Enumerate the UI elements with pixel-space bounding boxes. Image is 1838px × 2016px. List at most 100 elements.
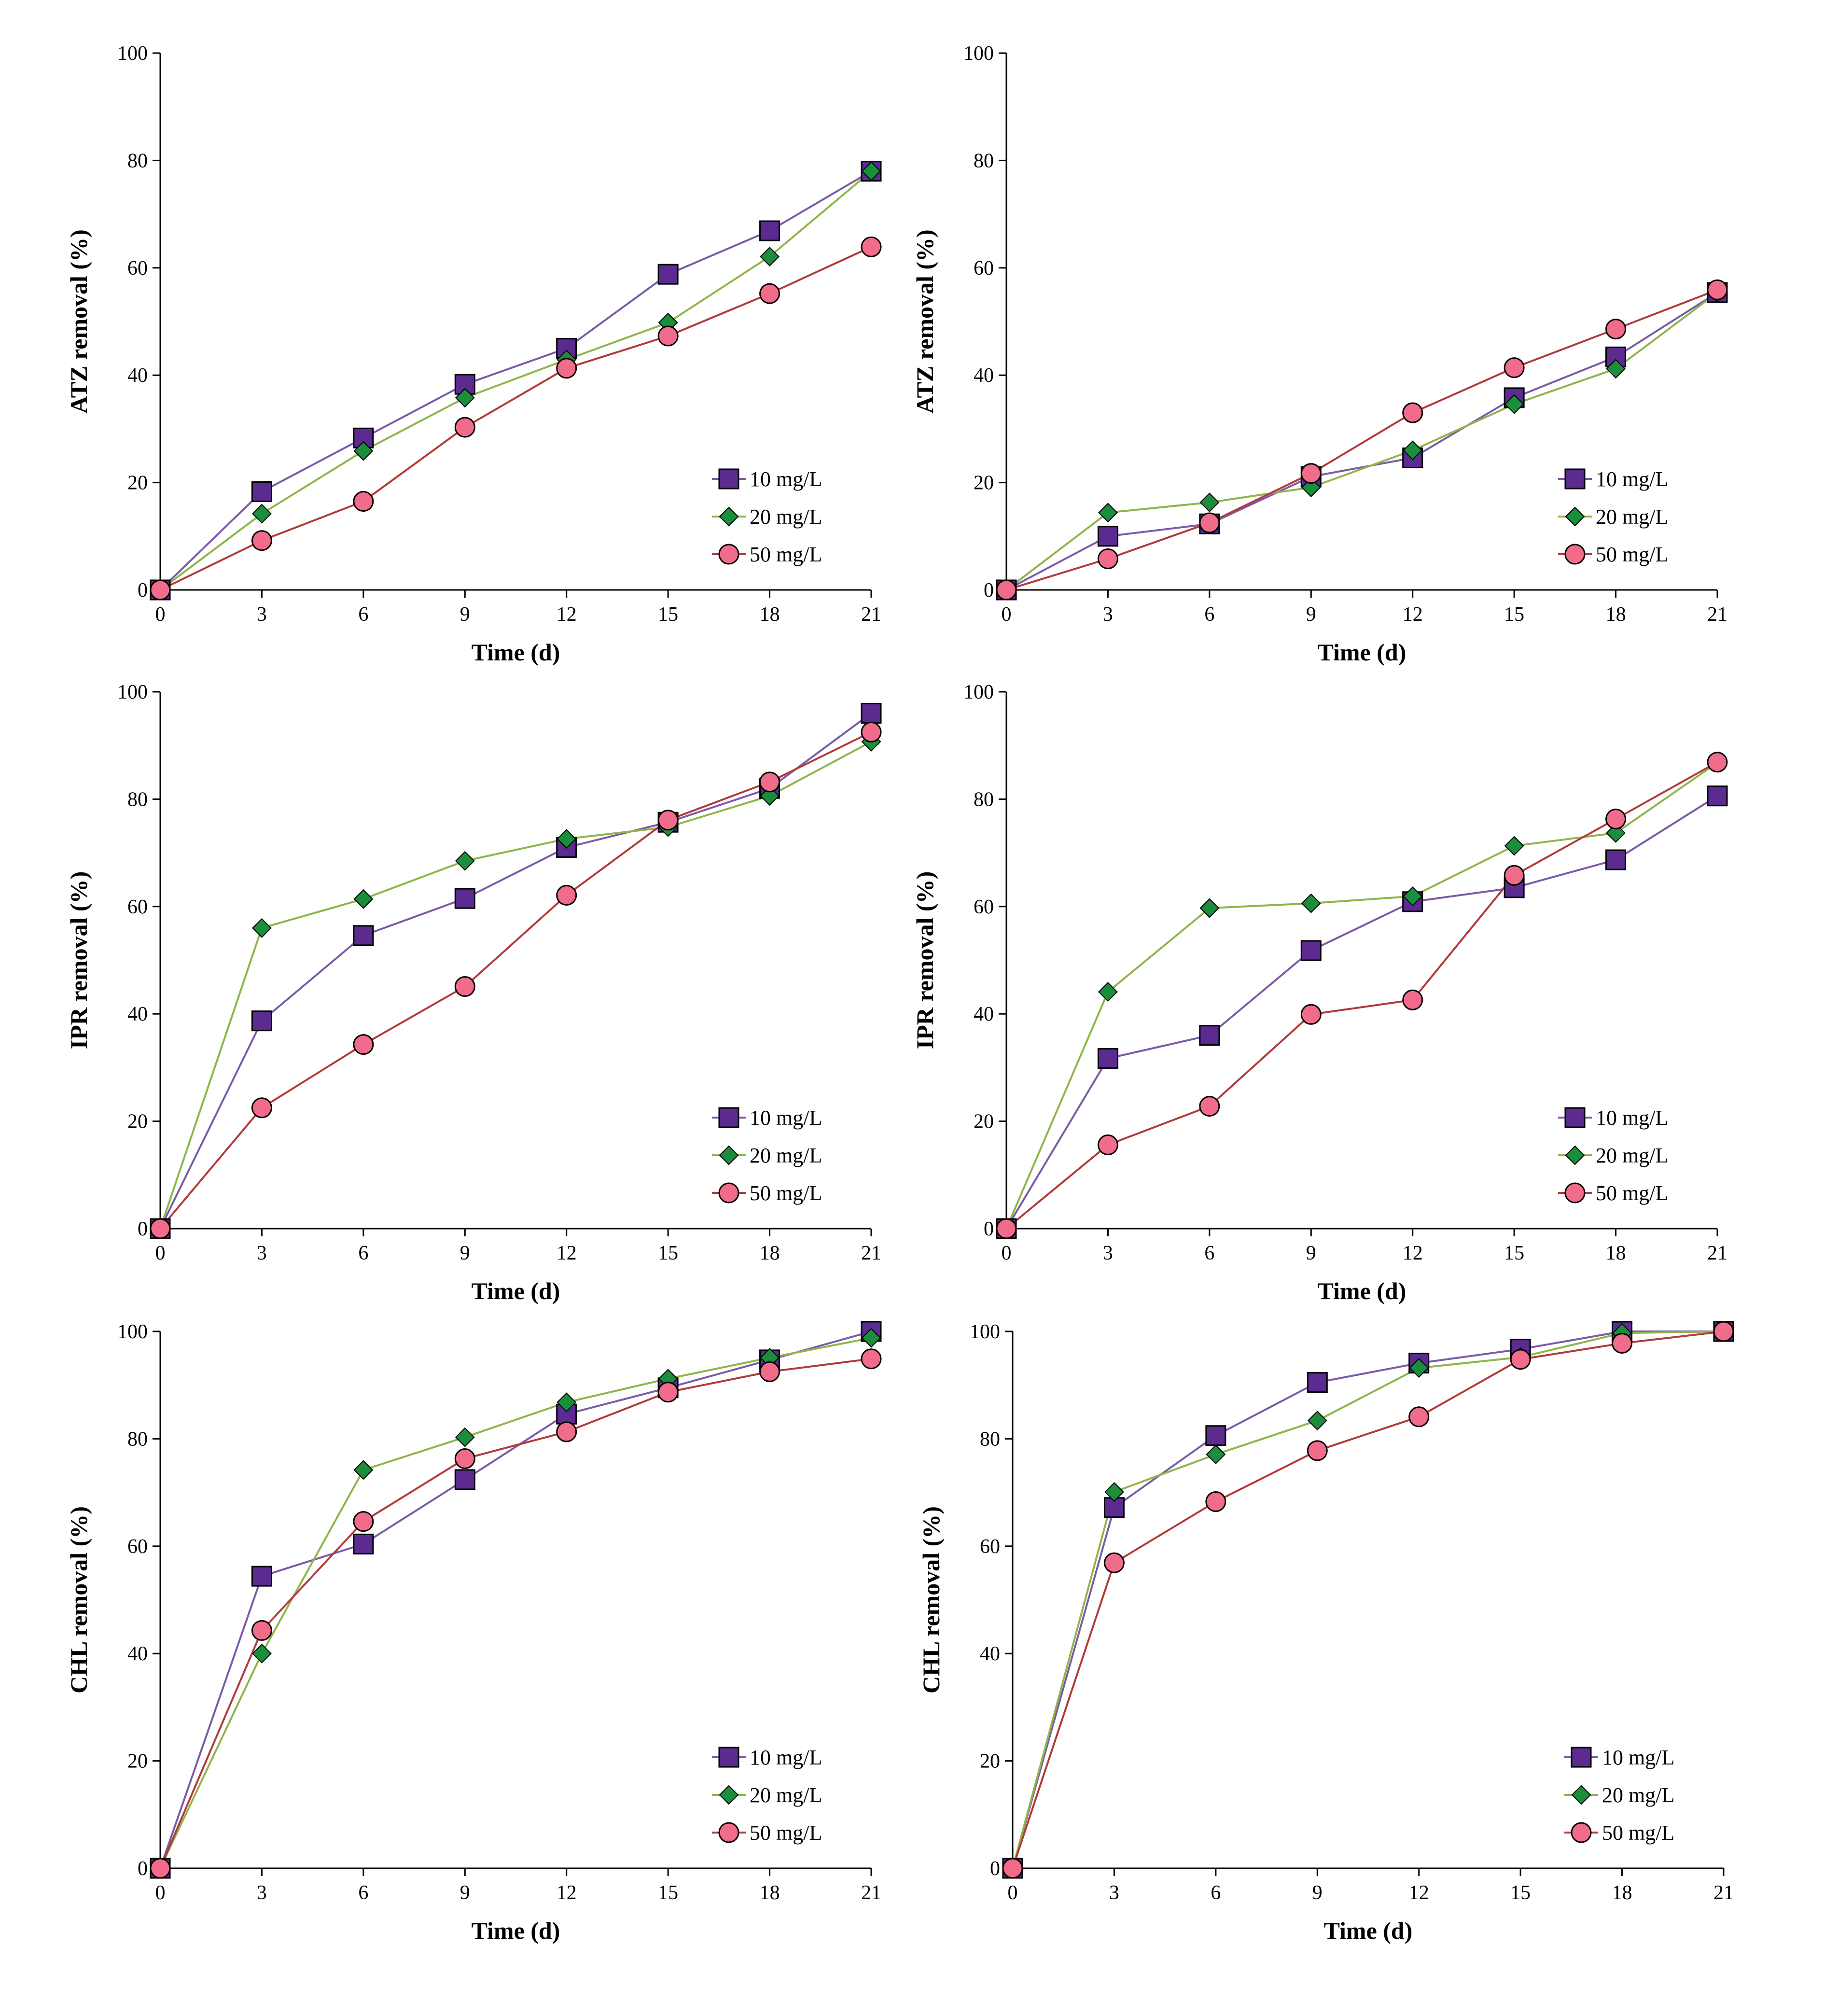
data-point [1707, 279, 1728, 300]
x-tick-label: 21 [861, 1882, 881, 1904]
legend-label: 50 mg/L [1596, 1181, 1668, 1205]
chart-bottom-left: 0 20 40 60 80 100 0 3 6 9 12 15 18 21 Time (d) CHL remo… [65, 1321, 882, 1944]
x-tick-label: 6 [358, 1242, 368, 1264]
series-line-2 [160, 246, 872, 591]
x-tick-label: 0 [1002, 1242, 1012, 1264]
y-tick-label: 80 [127, 150, 148, 172]
legend-marker [718, 1182, 739, 1204]
x-tick-label: 18 [760, 1242, 780, 1264]
data-point [1307, 1440, 1328, 1461]
legend-marker [1565, 506, 1585, 527]
y-axis-title: CHL removal (%) [65, 1506, 92, 1694]
data-point [1097, 1134, 1118, 1156]
y-tick-label: 100 [963, 681, 994, 703]
x-tick-label: 15 [1504, 603, 1524, 626]
data-point [251, 1620, 272, 1641]
data-point [1606, 823, 1626, 843]
x-tick-label: 15 [658, 603, 678, 626]
y-tick-label: 60 [127, 896, 148, 918]
data-point [759, 1361, 780, 1382]
data-point [557, 829, 577, 849]
y-tick-label: 20 [127, 1750, 148, 1773]
x-tick-label: 18 [1606, 1242, 1626, 1264]
data-point [1300, 463, 1322, 484]
data-point [1205, 1425, 1226, 1446]
y-tick-label: 100 [963, 42, 994, 65]
y-axis-title: ATZ removal (%) [65, 229, 92, 413]
series-line-2 [159, 1358, 872, 1869]
legend-marker [718, 1747, 739, 1768]
x-axis-title: Time (d) [1324, 1917, 1413, 1944]
legend-marker [719, 1145, 739, 1165]
data-point [861, 702, 882, 724]
data-point [1403, 886, 1423, 907]
legend-marker [1564, 468, 1586, 490]
legend-marker [719, 506, 739, 527]
legend-marker [1564, 1182, 1586, 1204]
x-tick-label: 3 [1103, 1242, 1113, 1264]
legend-marker [1571, 1822, 1592, 1843]
data-point [353, 1460, 374, 1480]
data-point [657, 810, 679, 831]
data-point [1707, 785, 1728, 807]
data-point [1408, 1406, 1430, 1428]
x-axis-title: Time (d) [1318, 1277, 1406, 1304]
y-axis-title: CHL removal (%) [918, 1506, 945, 1694]
x-axis-title: Time (d) [472, 1917, 560, 1944]
x-tick-label: 18 [1612, 1882, 1632, 1904]
x-tick-label: 0 [1008, 1882, 1018, 1904]
x-tick-label: 21 [1707, 603, 1727, 626]
x-axis-title: Time (d) [472, 1277, 560, 1304]
data-point [1301, 893, 1321, 913]
data-point [861, 236, 882, 257]
data-point [454, 888, 475, 909]
data-point [353, 1533, 374, 1554]
x-tick-label: 12 [557, 1242, 577, 1264]
data-point [1504, 836, 1524, 856]
y-tick-label: 60 [974, 257, 994, 280]
chart-bottom-right: 0 20 40 60 80 100 0 3 6 9 12 15 18 21 Time (d) CHL remo… [918, 1321, 1734, 1944]
data-point [556, 884, 577, 906]
y-tick-label: 0 [138, 1858, 148, 1880]
data-point [1402, 402, 1423, 423]
series-line-1 [159, 1337, 872, 1869]
legend-label: 50 mg/L [750, 543, 822, 566]
data-point [556, 358, 577, 379]
y-tick-label: 0 [984, 579, 994, 602]
y-tick-label: 40 [980, 1643, 1000, 1665]
series-line-0 [1005, 795, 1718, 1230]
data-point [1002, 1858, 1023, 1879]
data-point [1605, 809, 1627, 830]
legend-label: 10 mg/L [1596, 467, 1668, 491]
data-point [251, 530, 272, 551]
legend-marker [1571, 1747, 1592, 1768]
y-axis-title: IPR removal (%) [911, 871, 938, 1049]
data-point [1409, 1358, 1429, 1378]
y-axis-title: ATZ removal (%) [911, 229, 938, 413]
data-point [996, 579, 1017, 601]
y-tick-label: 0 [990, 1858, 1000, 1880]
x-tick-label: 3 [1103, 603, 1113, 626]
data-point [252, 918, 272, 938]
y-tick-label: 40 [127, 1003, 148, 1025]
data-point [1307, 1372, 1328, 1393]
y-tick-label: 80 [974, 788, 994, 811]
y-tick-label: 100 [117, 42, 148, 65]
series-line-0 [159, 170, 872, 591]
x-tick-label: 3 [257, 1882, 267, 1904]
data-point [353, 1511, 374, 1532]
data-point [759, 283, 780, 304]
y-tick-label: 80 [974, 150, 994, 172]
data-point [455, 388, 475, 408]
data-point [353, 925, 374, 946]
series-line-2 [1006, 289, 1718, 591]
data-point [861, 161, 881, 182]
x-tick-label: 6 [1204, 1242, 1214, 1264]
y-tick-label: 100 [117, 1321, 148, 1343]
legend-marker [718, 468, 739, 490]
x-tick-label: 15 [658, 1882, 678, 1904]
y-tick-label: 60 [127, 257, 148, 280]
series-line-1 [1012, 1330, 1724, 1869]
chart-top-right: 0 20 40 60 80 100 0 3 6 9 12 15 18 21 Time (d) ATZ remo… [911, 42, 1728, 666]
data-point [1300, 1004, 1322, 1025]
